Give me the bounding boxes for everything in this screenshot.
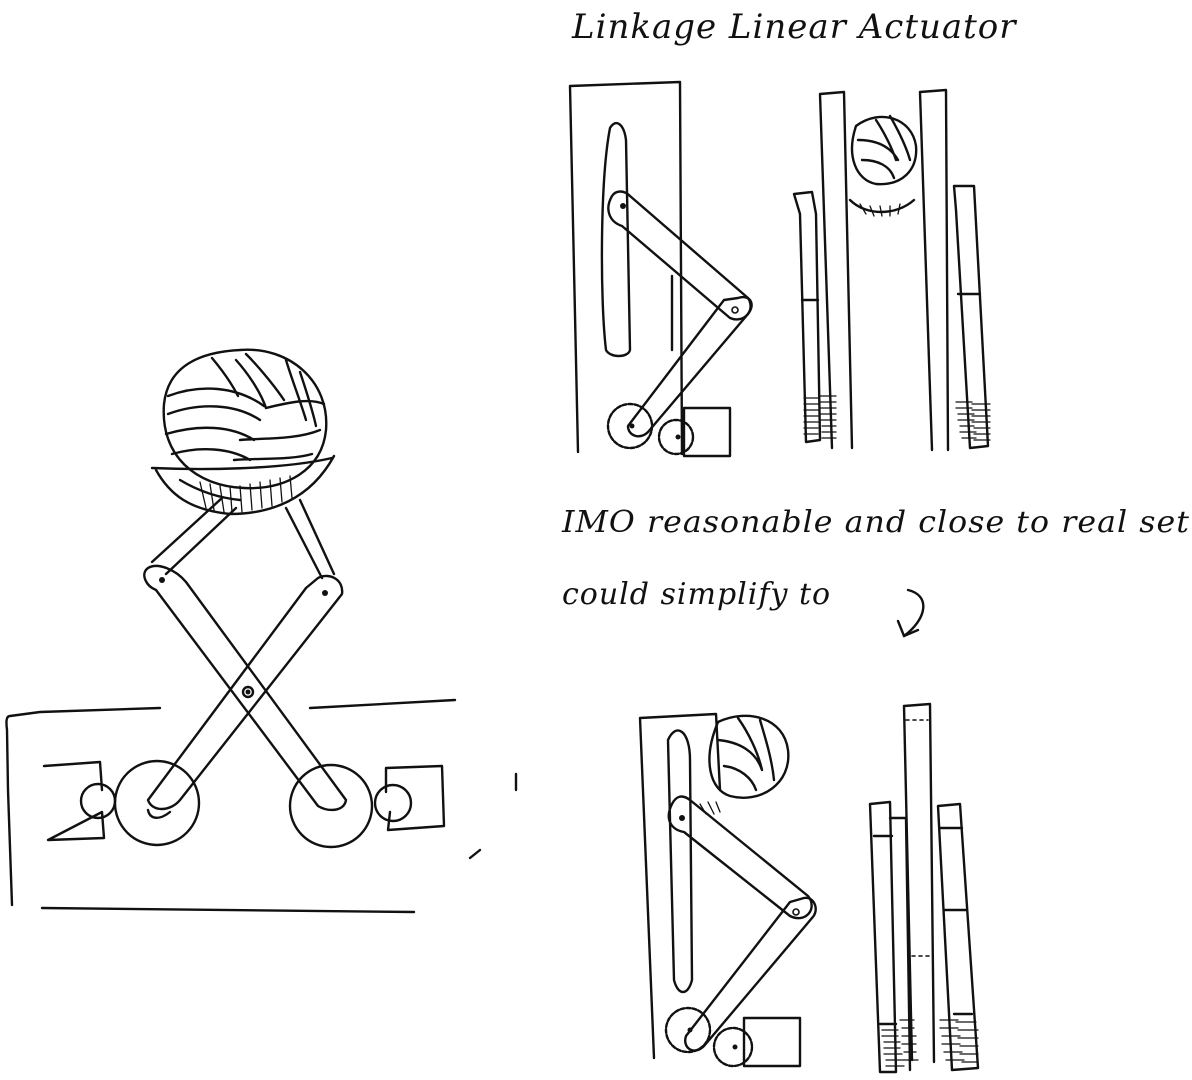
drive-gear xyxy=(657,418,695,456)
linkage-actuator-sketch xyxy=(568,80,991,458)
right-wheel xyxy=(288,763,374,849)
simple-crank-gear xyxy=(664,1006,712,1054)
side-rail-left xyxy=(792,190,837,444)
scissor-arm-left-to-right xyxy=(143,564,348,819)
volleyball xyxy=(162,348,328,490)
simple-drive-gear xyxy=(712,1026,754,1068)
frame-slot xyxy=(600,121,632,358)
comment-line-1: IMO reasonable and close to real set xyxy=(561,505,1190,540)
simple-motor-block xyxy=(742,1016,802,1068)
side-volleyball xyxy=(848,114,918,217)
simple-rail-right xyxy=(936,802,980,1072)
lower-link xyxy=(626,295,753,438)
right-bearing-block xyxy=(373,764,446,832)
crank-gear xyxy=(606,402,654,450)
side-post-left xyxy=(818,90,854,450)
simple-frame-slot xyxy=(666,729,694,994)
left-wheel xyxy=(113,759,201,847)
simple-lower-link xyxy=(684,896,817,1052)
left-bearing-block xyxy=(42,760,117,842)
side-post-right xyxy=(918,88,950,452)
pointer-arrow xyxy=(896,588,925,638)
ball-cradle xyxy=(150,454,336,516)
side-rail-right xyxy=(952,184,991,450)
simple-upper-link xyxy=(667,795,813,920)
sketch-title: Linkage Linear Actuator xyxy=(571,7,1017,47)
simple-rail-left xyxy=(868,800,919,1074)
frame-plate xyxy=(568,80,684,456)
scissor-center-pivot xyxy=(241,685,255,699)
scissor-arm-right-to-left xyxy=(146,574,344,811)
motor-block xyxy=(682,406,732,458)
comment-line-2: could simplify to xyxy=(562,577,831,612)
simplified-actuator-sketch xyxy=(638,702,980,1074)
simple-volleyball xyxy=(699,714,790,815)
upper-links xyxy=(150,496,336,580)
base-plate xyxy=(5,698,518,914)
scissor-lift-sketch xyxy=(5,348,518,914)
